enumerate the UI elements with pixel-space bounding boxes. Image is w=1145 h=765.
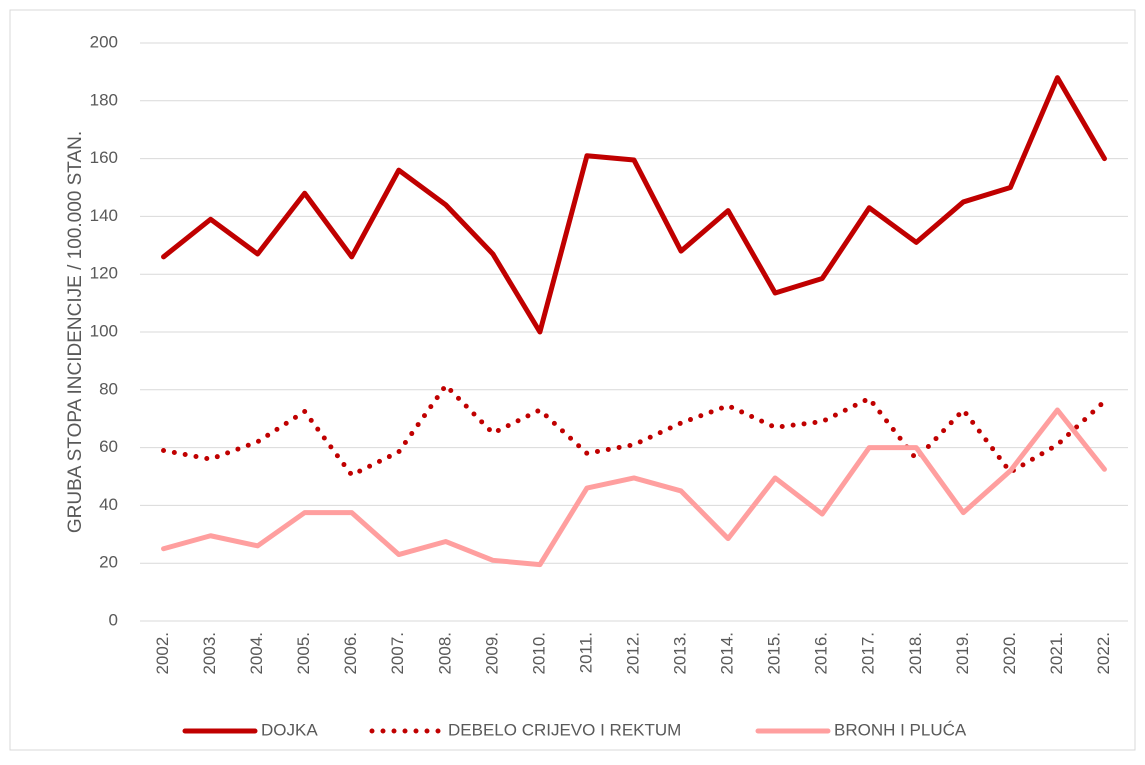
chart-frame [9,9,1136,751]
x-tick-label: 2006. [341,632,360,675]
y-tick-label: 20 [99,553,118,572]
x-tick-label: 2020. [1000,632,1019,675]
x-tick-label: 2016. [812,632,831,675]
y-tick-label: 180 [90,90,118,109]
x-tick-label: 2010. [529,632,548,675]
y-tick-label: 80 [99,379,118,398]
x-tick-label: 2013. [671,632,690,675]
x-tick-label: 2004. [247,632,266,675]
x-tick-label: 2008. [435,632,454,675]
x-tick-label: 2002. [153,632,172,675]
x-tick-label: 2014. [718,632,737,675]
x-tick-label: 2011. [576,632,595,673]
y-tick-label: 200 [90,32,118,51]
legend-label: BRONH I PLUĆA [834,720,967,739]
x-tick-label: 2015. [765,632,784,675]
series-line [161,75,1107,335]
y-tick-label: 0 [109,610,118,629]
series-line [161,407,1107,568]
x-tick-label: 2012. [623,632,642,675]
legend-label: DEBELO CRIJEVO I REKTUM [448,720,681,739]
x-tick-label: 2017. [859,632,878,675]
legend-label: DOJKA [261,720,318,739]
x-tick-label: 2019. [953,632,972,675]
y-tick-label: 120 [90,264,118,283]
x-tick-label: 2009. [482,632,501,675]
x-tick-label: 2018. [906,632,925,675]
x-tick-label: 2022. [1094,632,1113,675]
y-tick-label: 60 [99,437,118,456]
x-tick-label: 2007. [388,632,407,675]
x-tick-label: 2003. [200,632,219,675]
y-tick-label: 100 [90,321,118,340]
x-tick-label: 2005. [294,632,313,675]
y-tick-label: 160 [90,148,118,167]
y-axis-title: GRUBA STOPA INCIDENCIJE / 100.000 STAN. [65,131,86,533]
y-tick-label: 40 [99,495,118,514]
x-tick-label: 2021. [1047,632,1066,675]
y-tick-label: 140 [90,206,118,225]
